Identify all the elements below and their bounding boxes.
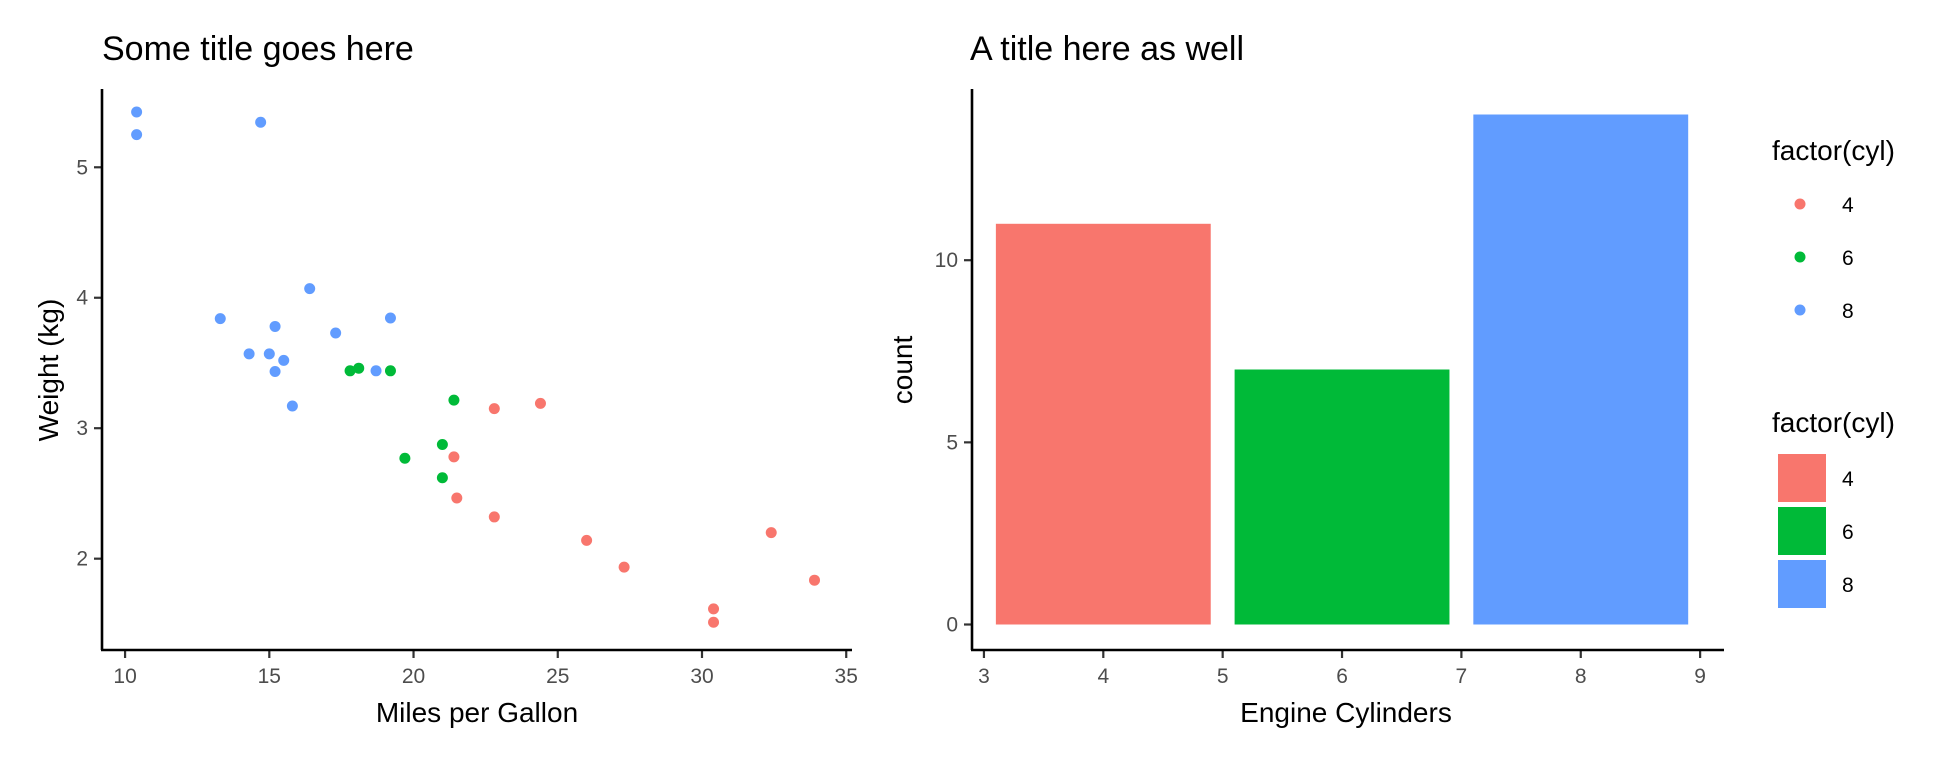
bar-bars — [995, 114, 1689, 625]
data-point — [618, 561, 630, 573]
y-tick-label: 0 — [946, 614, 958, 637]
data-point — [809, 574, 820, 586]
data-point — [708, 616, 720, 628]
data-point — [765, 527, 777, 539]
legend-fill-label: 4 — [1842, 468, 1854, 491]
data-point — [278, 354, 290, 366]
scatter-x-axis-title: Miles per Gallon — [376, 697, 578, 728]
legend-points: factor(cyl) 4 6 8 — [1772, 135, 1895, 323]
legend-point-label: 4 — [1842, 194, 1854, 217]
data-point — [451, 492, 463, 504]
bar — [995, 223, 1211, 625]
data-point — [399, 452, 411, 464]
scatter-title: Some title goes here — [102, 30, 414, 68]
y-tick-label: 4 — [76, 287, 88, 310]
data-point — [353, 362, 365, 374]
legend-point-key — [1794, 198, 1806, 210]
data-point — [131, 106, 143, 118]
x-tick-label: 30 — [690, 665, 713, 688]
data-point — [384, 312, 396, 324]
x-tick-label: 25 — [546, 665, 569, 688]
data-point — [581, 534, 593, 546]
y-tick-label: 2 — [76, 548, 88, 571]
x-tick-label: 9 — [1694, 665, 1706, 688]
bar-title: A title here as well — [970, 30, 1244, 68]
data-point — [370, 365, 382, 377]
legend-point-key — [1794, 304, 1806, 316]
legend-fill-title: factor(cyl) — [1772, 407, 1895, 438]
legend-fill-label: 8 — [1842, 574, 1854, 597]
legend-fill-items: 4 6 8 — [1778, 454, 1854, 608]
scatter-points — [131, 106, 820, 628]
x-tick-label: 35 — [835, 665, 858, 688]
data-point — [131, 129, 143, 141]
data-point — [269, 365, 281, 377]
data-point — [263, 348, 275, 360]
bar-ticks: 3 4 5 6 7 8 9 0 5 10 — [935, 249, 1706, 688]
data-point — [255, 116, 267, 128]
data-point — [448, 394, 460, 406]
x-tick-label: 20 — [402, 665, 425, 688]
scatter-panel: Some title goes here Miles per Gallon We… — [33, 30, 858, 728]
data-point — [448, 451, 460, 463]
bar — [1234, 369, 1450, 625]
x-tick-label: 3 — [978, 665, 990, 688]
x-tick-label: 6 — [1336, 665, 1348, 688]
data-point — [436, 472, 448, 484]
y-tick-label: 10 — [935, 249, 958, 272]
data-point — [384, 365, 396, 377]
x-tick-label: 8 — [1575, 665, 1587, 688]
y-tick-label: 3 — [76, 417, 88, 440]
data-point — [214, 313, 226, 325]
data-point — [269, 320, 281, 332]
data-point — [488, 403, 500, 415]
y-tick-label: 5 — [946, 431, 958, 454]
x-tick-label: 10 — [113, 665, 136, 688]
data-point — [534, 397, 546, 409]
data-point — [708, 603, 720, 615]
legend-fill-key — [1778, 560, 1826, 608]
x-tick-label: 4 — [1097, 665, 1109, 688]
legend-fill-key — [1778, 454, 1826, 502]
bar-panel: A title here as well Engine Cylinders co… — [887, 30, 1724, 728]
legend-points-items: 4 6 8 — [1794, 194, 1854, 323]
data-point — [488, 511, 500, 523]
legend-fill: factor(cyl) 4 6 8 — [1772, 407, 1895, 608]
x-tick-label: 7 — [1456, 665, 1468, 688]
bar-y-axis-title: count — [887, 336, 918, 405]
scatter-ticks: 10 15 20 25 30 35 2 3 4 5 — [76, 156, 858, 688]
data-point — [304, 283, 316, 295]
data-point — [243, 348, 255, 360]
x-tick-label: 5 — [1217, 665, 1229, 688]
data-point — [436, 439, 448, 451]
scatter-y-axis-title: Weight (kg) — [33, 299, 64, 442]
data-point — [344, 365, 356, 377]
bar — [1473, 114, 1689, 625]
x-tick-label: 15 — [258, 665, 281, 688]
legend-point-key — [1794, 251, 1806, 263]
bar-x-axis-title: Engine Cylinders — [1240, 697, 1452, 728]
legend-fill-label: 6 — [1842, 521, 1854, 544]
data-point — [330, 327, 342, 339]
y-tick-label: 5 — [76, 156, 88, 179]
legend-fill-key — [1778, 507, 1826, 555]
legend-point-label: 6 — [1842, 247, 1854, 270]
legend-point-label: 8 — [1842, 300, 1854, 323]
legend-points-title: factor(cyl) — [1772, 135, 1895, 166]
data-point — [286, 400, 298, 412]
